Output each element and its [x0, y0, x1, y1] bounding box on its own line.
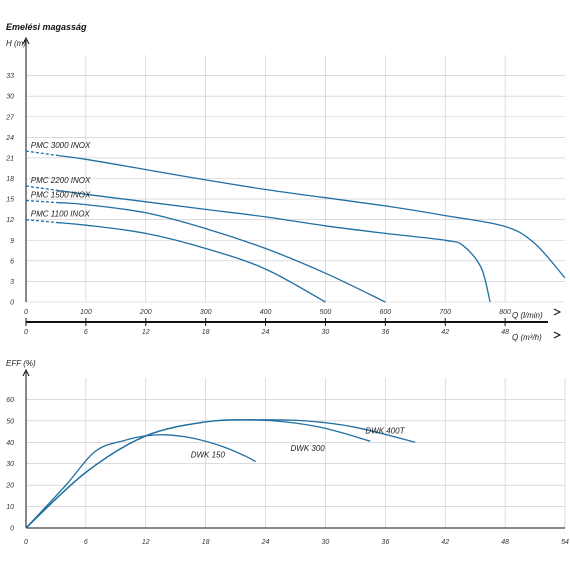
chart1-xtick: 500	[320, 309, 332, 316]
chart2-xtick: 48	[501, 539, 509, 546]
chart1-xtick2: 12	[142, 329, 150, 336]
chart1-ytick: 27	[5, 114, 15, 121]
chart1-curve	[58, 189, 491, 303]
chart1-xtick: 400	[260, 309, 272, 316]
chart1-ytick: 30	[6, 94, 14, 101]
chart1-xtick2: 42	[441, 329, 449, 336]
chart2-ylabel: EFF (%)	[6, 359, 36, 368]
chart1-ylabel: H (m)	[6, 39, 26, 48]
chart1-xtick: 600	[379, 309, 391, 316]
chart1-xtick2: 36	[381, 329, 389, 336]
chart1-ytick: 0	[10, 300, 14, 307]
chart2-ytick: 20	[5, 483, 14, 490]
chart2-xtick: 6	[84, 539, 88, 546]
chart1-curve-dashed-start	[25, 199, 59, 204]
chart1-ytick: 33	[6, 73, 14, 80]
chart2-xtick: 18	[202, 539, 210, 546]
chart2-ytick: 30	[6, 461, 14, 468]
chart2-ytick: 40	[6, 440, 14, 447]
chart2-series-label: DWK 400T	[365, 427, 405, 436]
chart1-x2-arrow	[553, 331, 562, 339]
chart1-ytick: 21	[5, 155, 14, 162]
chart1-ytick: 12	[6, 217, 14, 224]
chart1-curve-dashed-start	[25, 219, 59, 224]
chart1-curve	[58, 154, 566, 279]
chart1-curve-dashed-start	[25, 150, 59, 157]
chart2-ytick: 50	[6, 418, 14, 425]
chart2-xtick: 54	[561, 539, 569, 546]
chart1-ytick: 3	[10, 279, 14, 286]
chart1-xtick2: 6	[84, 329, 88, 336]
chart1-xtick: 100	[80, 309, 92, 316]
chart1-xtick: 700	[439, 309, 451, 316]
chart2-xtick: 30	[322, 539, 330, 546]
chart2-series-label: DWK 150	[191, 450, 226, 459]
chart1-ytick: 9	[10, 238, 14, 245]
chart1-ytick: 6	[10, 258, 14, 265]
chart1-series-label: PMC 1100 INOX	[31, 210, 91, 219]
chart1-curve	[58, 202, 386, 303]
chart2-curve	[25, 419, 416, 529]
chart1-xlabel2: Q (m³/h)	[512, 333, 542, 342]
chart1-ytick: 15	[6, 197, 14, 204]
chart1-x-arrow	[553, 308, 562, 316]
chart1-ytick: 24	[5, 135, 14, 142]
chart1-series-label: PMC 2200 INOX	[31, 176, 91, 185]
chart1-xtick2: 0	[24, 329, 28, 336]
chart1-xtick: 200	[139, 309, 152, 316]
chart1-curve	[58, 222, 326, 303]
chart1-curve-dashed-start	[25, 185, 59, 192]
chart1-series-label: PMC 3000 INOX	[31, 141, 91, 150]
chart2-y-arrow	[22, 368, 30, 377]
chart1-xtick2: 30	[322, 329, 330, 336]
chart2-ytick: 60	[6, 397, 14, 404]
chart1-xtick2: 24	[261, 329, 270, 336]
chart1-xtick: 800	[499, 309, 511, 316]
chart2-xtick: 36	[381, 539, 389, 546]
chart2-xtick: 42	[441, 539, 449, 546]
chart1-xtick: 300	[200, 309, 212, 316]
chart1-series-label: PMC 1500 INOX	[31, 190, 91, 199]
chart2-xtick: 12	[142, 539, 150, 546]
chart1-xtick2: 48	[501, 329, 509, 336]
chart1-xtick: 0	[24, 309, 28, 316]
chart1-ytick: 18	[6, 176, 14, 183]
chart1-xlabel: Q (l/min)	[512, 311, 543, 320]
chart2-xtick: 0	[24, 539, 28, 546]
chart2-curve	[25, 434, 256, 529]
chart2-series-label: DWK 300	[291, 444, 326, 453]
chart1-title: Emelési magasság	[6, 22, 87, 32]
chart2-ytick: 10	[6, 504, 14, 511]
chart2-ytick: 0	[10, 526, 14, 533]
chart1-xtick2: 18	[202, 329, 210, 336]
chart2-curve	[25, 419, 371, 529]
chart1-y-arrow	[22, 36, 30, 45]
chart2-xtick: 24	[261, 539, 270, 546]
